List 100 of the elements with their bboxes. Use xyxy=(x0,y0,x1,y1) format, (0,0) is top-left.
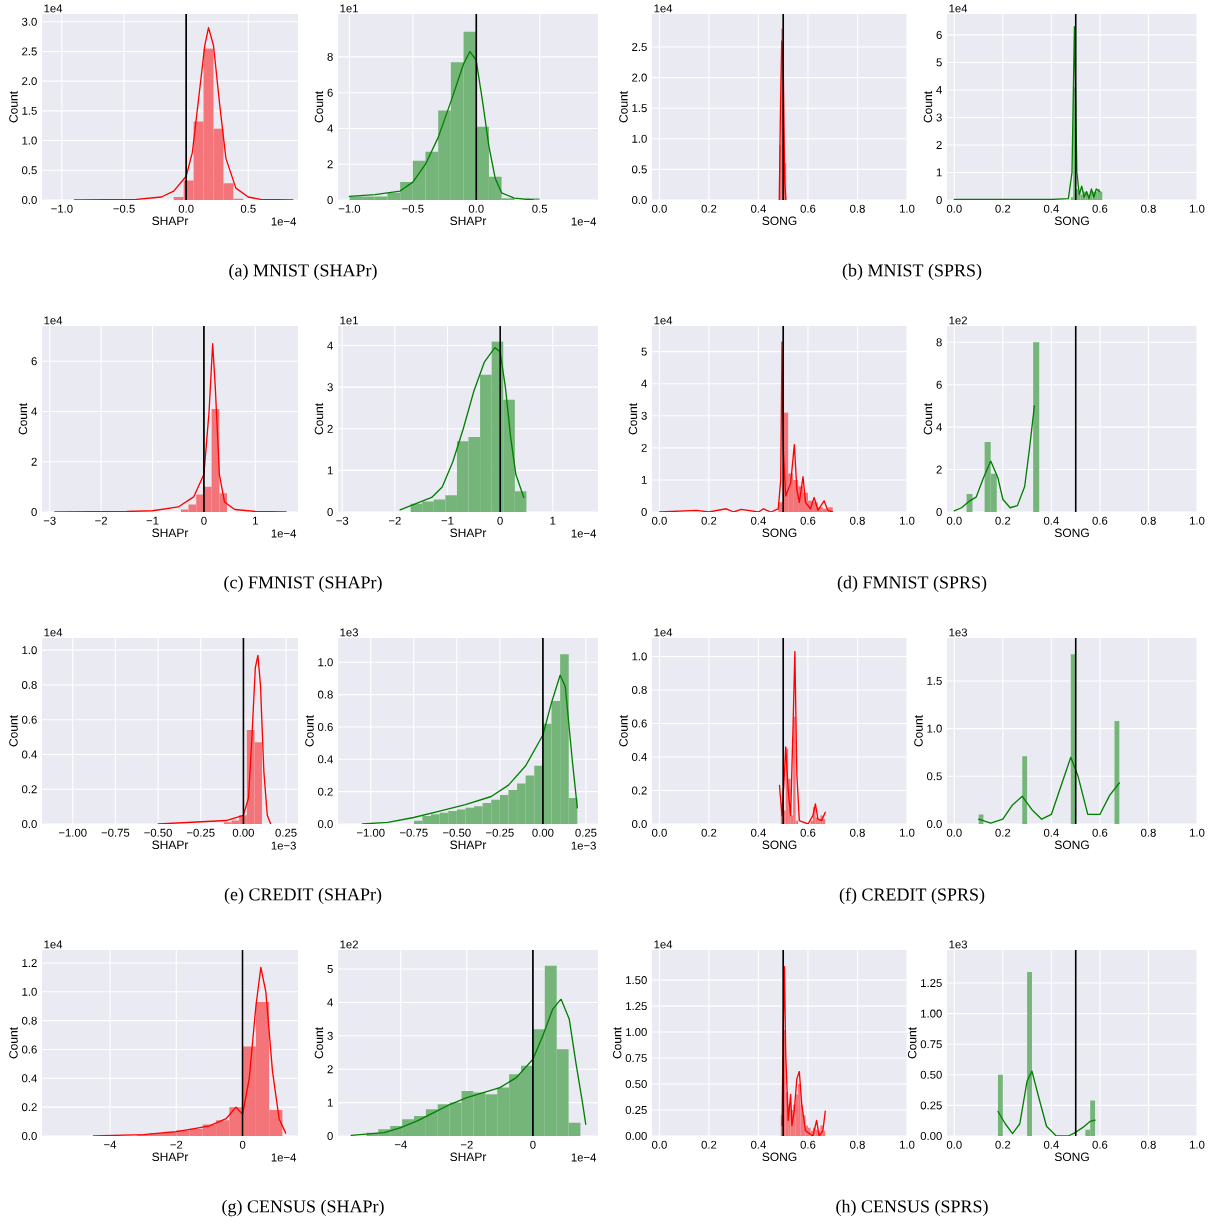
text: 1e2 xyxy=(340,940,358,949)
x-tick-label: −0.50 xyxy=(443,828,471,837)
x-axis-title: SONG xyxy=(762,528,797,538)
y-axis-title: Count xyxy=(923,91,933,123)
y-axis-title: Count xyxy=(907,1027,917,1059)
y-tick-label: 0.2 xyxy=(21,1103,37,1112)
y-tick-label: 0.2 xyxy=(21,785,37,794)
x-axis-title: SHAPr xyxy=(152,1152,189,1162)
x-tick-label: −1.00 xyxy=(58,828,87,837)
x-tick-label: 0.2 xyxy=(995,1140,1011,1149)
y-tick-label: 6 xyxy=(31,357,37,366)
text: (c) FMNIST (SHAPr) xyxy=(224,575,382,593)
y-tick-label: 0.5 xyxy=(926,772,942,781)
y-tick-label: 1 xyxy=(327,466,333,475)
y-tick-label: 3 xyxy=(327,383,333,392)
y-tick-label: 6 xyxy=(936,30,942,39)
y-tick-label: 0.75 xyxy=(625,1054,647,1063)
text: 1e4 xyxy=(654,4,673,13)
x-tick-label: 1.0 xyxy=(899,516,915,525)
x-tick-label: 0.5 xyxy=(240,204,256,213)
y-tick-label: 1.2 xyxy=(22,959,37,967)
x-tick-label: 0.4 xyxy=(751,828,767,837)
y-tick-label: 1.0 xyxy=(22,646,37,655)
text: (d) FMNIST (SPRS) xyxy=(837,575,987,593)
text: 1e1 xyxy=(340,4,358,13)
y-axis-title: Count xyxy=(314,91,324,123)
y-tick-label: 0.25 xyxy=(920,1101,942,1110)
x-tick-label: 0.4 xyxy=(751,1140,767,1149)
y-tick-label: 1.25 xyxy=(626,1002,647,1011)
y-tick-label: 0.00 xyxy=(625,1131,647,1140)
x-tick-label: 0.8 xyxy=(850,204,865,213)
y-tick-label: 0.6 xyxy=(631,719,647,728)
x-tick-label: 0 xyxy=(530,1140,536,1149)
x-tick-label: 0.6 xyxy=(800,828,816,837)
x-tick-label: −3 xyxy=(336,516,349,525)
x-tick-label: 1.0 xyxy=(1189,1140,1205,1149)
x-tick-label: 0.2 xyxy=(995,828,1011,837)
y-tick-label: 4 xyxy=(327,998,333,1007)
x-tick-label: 1.0 xyxy=(899,828,915,837)
x-tick-label: −0.5 xyxy=(113,204,135,213)
x-tick-label: 0.0 xyxy=(946,828,962,837)
x-axis-title: SONG xyxy=(1054,840,1089,850)
x-tick-label: 0.6 xyxy=(1092,828,1108,837)
y-tick-label: 0.0 xyxy=(21,819,37,828)
text: 1e4 xyxy=(949,4,968,13)
x-tick-label: 0.6 xyxy=(1092,1140,1108,1149)
y-tick-label: 0 xyxy=(327,1131,333,1140)
y-tick-label: 1.0 xyxy=(927,724,942,733)
x-axis-title: SONG xyxy=(1054,216,1089,226)
y-tick-label: 0.0 xyxy=(926,819,942,828)
y-tick-label: 0.00 xyxy=(920,1131,942,1140)
y-tick-label: 0.0 xyxy=(631,819,647,828)
text: 1e−4 xyxy=(271,529,297,538)
y-tick-label: 0.75 xyxy=(920,1040,942,1049)
y-tick-label: 0.8 xyxy=(631,685,647,694)
x-axis-title: SHAPr xyxy=(450,1152,487,1162)
text: 1e3 xyxy=(949,628,968,637)
x-tick-label: 0.25 xyxy=(275,828,297,837)
x-tick-label: 0 xyxy=(239,1140,246,1149)
text: 1e2 xyxy=(949,316,967,325)
y-tick-label: 5 xyxy=(327,965,333,973)
y-tick-label: 0.0 xyxy=(21,195,37,204)
y-tick-label: 2.0 xyxy=(22,77,37,86)
text: (e) CREDIT (SHAPr) xyxy=(224,887,382,905)
y-tick-label: 2.5 xyxy=(22,47,37,56)
x-axis-title: SHAPr xyxy=(450,528,487,538)
y-tick-label: 0 xyxy=(641,507,647,516)
x-axis-title: SONG xyxy=(1054,528,1089,538)
y-tick-label: 0.0 xyxy=(317,819,333,828)
text: 1e4 xyxy=(654,628,673,637)
y-axis-title: Count xyxy=(619,91,628,123)
x-tick-label: −4 xyxy=(394,1140,407,1149)
y-tick-label: 0 xyxy=(936,195,942,204)
text: 1e−4 xyxy=(571,529,597,538)
text: (g) CENSUS (SHAPr) xyxy=(222,1199,384,1217)
x-tick-label: −2 xyxy=(95,516,107,525)
text: (a) MNIST (SHAPr) xyxy=(229,263,377,281)
y-tick-label: 1.50 xyxy=(626,976,647,985)
y-tick-label: 0 xyxy=(936,507,942,516)
x-axis-title: SHAPr xyxy=(152,840,189,850)
x-tick-label: −1 xyxy=(146,516,159,525)
y-tick-label: 4 xyxy=(327,124,333,133)
x-tick-label: 0.6 xyxy=(800,516,816,525)
x-tick-label: 0.0 xyxy=(946,1140,962,1149)
x-tick-label: 0.0 xyxy=(651,516,667,525)
y-tick-label: 0.6 xyxy=(21,1045,37,1054)
text: 1e4 xyxy=(44,4,63,13)
x-axis-title: SONG xyxy=(762,840,797,850)
x-tick-label: 0.00 xyxy=(232,828,254,837)
x-tick-label: −0.50 xyxy=(144,828,172,837)
y-axis-title: Count xyxy=(923,403,933,435)
y-tick-label: 0.5 xyxy=(21,166,37,175)
text: 1e−3 xyxy=(271,841,296,850)
y-tick-label: 0.8 xyxy=(21,680,37,689)
text: (b) MNIST (SPRS) xyxy=(842,263,982,281)
x-tick-label: 0.8 xyxy=(1141,828,1156,837)
y-tick-label: 0.0 xyxy=(21,1131,37,1140)
x-tick-label: −1 xyxy=(441,516,454,525)
y-tick-label: 1.0 xyxy=(318,658,333,667)
y-tick-label: 1.0 xyxy=(632,134,647,143)
